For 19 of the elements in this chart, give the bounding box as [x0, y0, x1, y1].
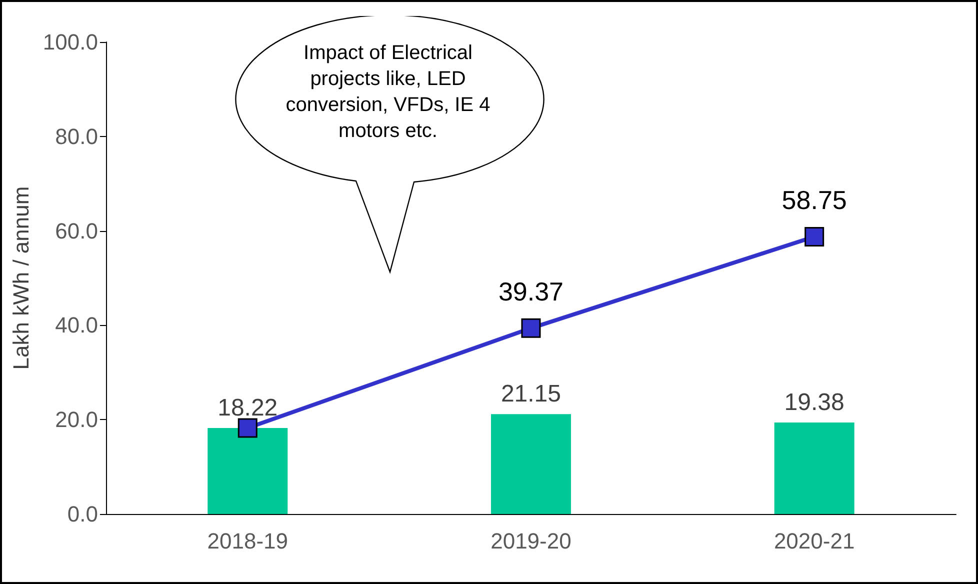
point — [804, 226, 824, 246]
data-label: 39.37 — [498, 276, 564, 306]
data-label: 18.22 — [218, 394, 278, 422]
y-tick-label: 0.0 — [67, 502, 98, 526]
x-tick-label: 2018-19 — [207, 528, 288, 554]
y-tick-label: 60.0 — [55, 218, 98, 244]
point — [521, 318, 541, 338]
x-tick-label: 2020-21 — [774, 528, 855, 554]
y-axis-title: Lakh kWh / annum — [8, 186, 34, 370]
data-label: 19.38 — [784, 389, 844, 416]
annotation: Impact of Electrical projects like, LED conversion, VFDs, IE 4 motors etc. — [284, 41, 492, 144]
point — [238, 418, 258, 438]
y-tick-label: 40.0 — [55, 312, 98, 338]
data-label: 21.15 — [500, 380, 562, 408]
x-tick-label: 2019-20 — [490, 528, 572, 554]
data-label: 58.75 — [782, 184, 847, 215]
y-tick-label: 100.0 — [42, 30, 98, 54]
y-tick-label: 20.0 — [55, 407, 98, 432]
y-tick-label: 80.0 — [55, 124, 98, 149]
